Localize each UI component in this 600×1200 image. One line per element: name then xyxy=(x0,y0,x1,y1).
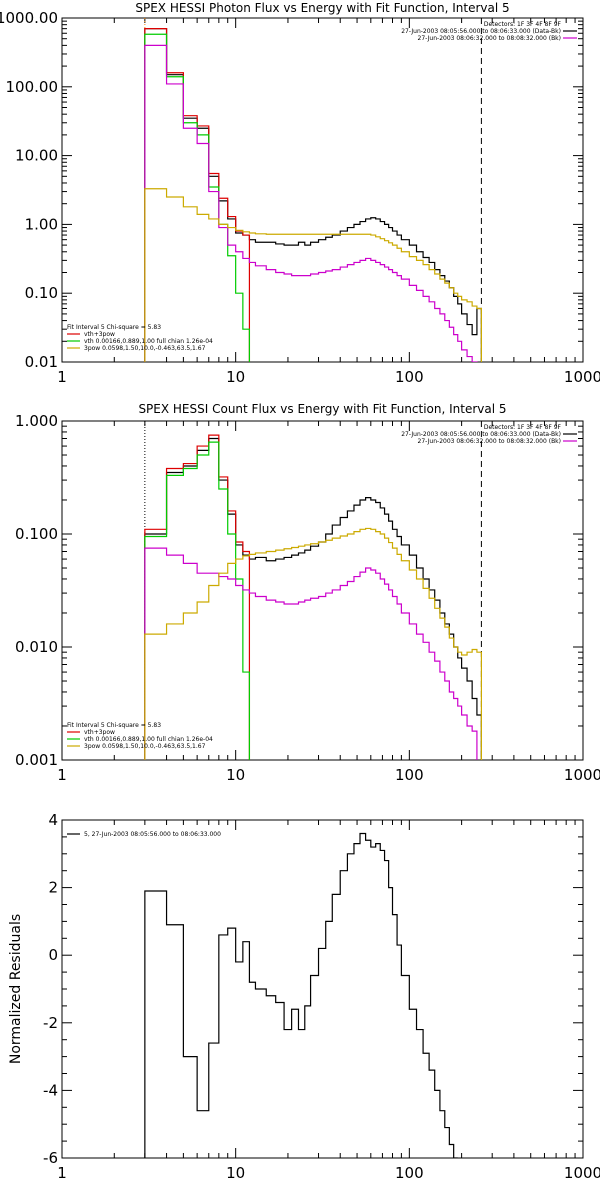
series-line-0 xyxy=(144,28,482,362)
y-tick-label: -6 xyxy=(43,1149,58,1167)
legend-title: Fit Interval 5 Chi-square = 5.83 xyxy=(67,324,161,331)
y-tick-label: 4 xyxy=(48,811,58,829)
header-text: Detectors: 1F 3F 4F 8F 9F xyxy=(484,21,562,28)
series-line-3 xyxy=(144,547,478,760)
x-tick-label: 10 xyxy=(226,766,245,784)
series-line-4 xyxy=(144,188,482,362)
header-text: 27-Jun-2003 08:06:32.000 to 08:08:32.000… xyxy=(418,35,561,42)
y-tick-label: 2 xyxy=(48,879,58,897)
header-text: Detectors: 1F 3F 4F 8F 9F xyxy=(484,424,562,431)
y-tick-label: 1000.00 xyxy=(0,9,58,27)
y-tick-label: 100.00 xyxy=(6,78,59,96)
plot-frame xyxy=(61,420,584,761)
legend-entry: 3pow 0.0598,1.50,10.0,-0.463,63.5,1.67 xyxy=(84,743,206,750)
y-axis-label: Normalized Residuals xyxy=(8,914,24,1064)
header-text: 27-Jun-2003 08:05:56.000 to 08:06:33.000… xyxy=(401,431,561,438)
x-tick-label: 10 xyxy=(226,368,245,386)
header-text: 27-Jun-2003 08:06:32.000 to 08:08:32.000… xyxy=(418,438,561,445)
y-tick-label: 1.00 xyxy=(25,215,58,233)
chart-title: SPEX HESSI Count Flux vs Energy with Fit… xyxy=(138,402,506,416)
y-tick-label: 10.00 xyxy=(15,147,58,165)
legend-title: Fit Interval 5 Chi-square = 5.83 xyxy=(67,722,161,729)
series-line-2 xyxy=(144,441,251,760)
y-tick-label: 0.10 xyxy=(25,284,58,302)
y-tick-label: 1.000 xyxy=(15,412,58,430)
y-tick-label: 0 xyxy=(48,946,58,964)
y-tick-label: -4 xyxy=(43,1081,58,1099)
legend-entry: vth+3pow xyxy=(84,729,115,736)
y-tick-label: 0.001 xyxy=(15,751,58,769)
legend-entry: 5, 27-Jun-2003 08:05:56.000 to 08:06:33.… xyxy=(84,831,221,838)
x-tick-label: 1 xyxy=(57,1164,67,1182)
y-tick-label: 0.01 xyxy=(25,353,58,371)
legend-entry: vth+3pow xyxy=(84,331,115,338)
x-tick-label: 1000 xyxy=(564,368,600,386)
x-tick-label: 100 xyxy=(395,1164,424,1182)
x-tick-label: 1000 xyxy=(564,766,600,784)
plot-frame xyxy=(61,819,584,1159)
series-line-3 xyxy=(144,44,478,362)
series-line-0 xyxy=(144,832,458,1158)
x-tick-label: 1 xyxy=(57,368,67,386)
series-line-1 xyxy=(144,434,251,760)
series-line-0 xyxy=(144,437,482,760)
series-line-1 xyxy=(144,28,251,362)
legend-entry: 3pow 0.0598,1.50,10.0,-0.463,63.5,1.67 xyxy=(84,345,206,352)
legend-entry: vth 0.00166,0.889,1.00 full chian 1.26e-… xyxy=(84,736,213,743)
x-tick-label: 1 xyxy=(57,766,67,784)
x-tick-label: 1000 xyxy=(564,1164,600,1182)
y-tick-label: 0.100 xyxy=(15,525,58,543)
plot-frame xyxy=(61,17,584,363)
series-line-2 xyxy=(144,33,251,362)
x-tick-label: 100 xyxy=(395,368,424,386)
y-tick-label: 0.010 xyxy=(15,638,58,656)
y-tick-label: -2 xyxy=(43,1014,58,1032)
x-tick-label: 10 xyxy=(226,1164,245,1182)
header-text: 27-Jun-2003 08:05:56.000 to 08:06:33.000… xyxy=(401,28,561,35)
chart-title: SPEX HESSI Photon Flux vs Energy with Fi… xyxy=(135,1,509,15)
series-line-4 xyxy=(144,527,482,760)
x-tick-label: 100 xyxy=(395,766,424,784)
legend-entry: vth 0.00166,0.889,1.00 full chian 1.26e-… xyxy=(84,338,213,345)
